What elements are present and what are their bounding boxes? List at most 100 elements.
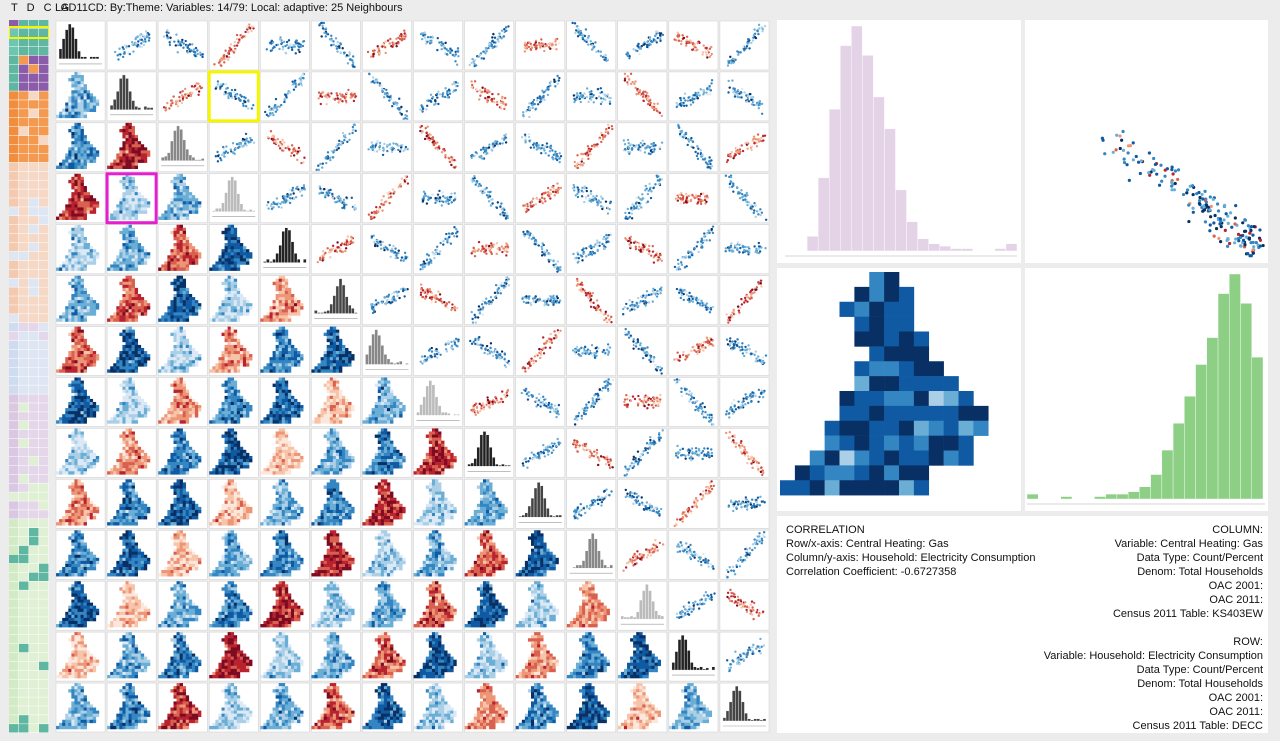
theme-cell (9, 474, 19, 483)
map-region (179, 216, 183, 220)
scatter-point (379, 247, 383, 250)
scatter-point (673, 265, 677, 269)
scatter-point (554, 150, 557, 153)
scatter-point (268, 108, 271, 112)
scatter-point (486, 91, 489, 95)
scatter-point (595, 97, 598, 100)
scatter-point (682, 97, 686, 100)
map-region (113, 213, 117, 217)
theme-cell (19, 465, 29, 475)
scatter-point (598, 241, 601, 244)
map-region (89, 204, 94, 208)
matrix-histogram (106, 71, 157, 122)
scatter-point (339, 42, 342, 45)
theme-cell (29, 421, 39, 430)
scatter-point (502, 207, 505, 210)
scatter-point (393, 190, 396, 194)
theme-cell (9, 207, 19, 216)
theme-cell (9, 73, 19, 82)
map-region (188, 192, 193, 196)
scatter-point (611, 127, 614, 131)
scatter-point (743, 198, 747, 201)
scatter-point (302, 184, 306, 187)
map-region (74, 165, 78, 170)
map-region (122, 195, 126, 199)
theme-strip[interactable] (9, 20, 49, 733)
map-region (80, 252, 84, 256)
scatter-point (324, 28, 328, 31)
map-region (176, 233, 180, 238)
matrix-scatterplot (208, 20, 259, 71)
scatter-point (491, 142, 495, 146)
scatter-point (335, 47, 339, 50)
matrix-cell (208, 71, 259, 122)
map-region (125, 227, 129, 232)
scatter-point (423, 137, 427, 141)
map-region (77, 201, 81, 205)
scatter-point (453, 226, 456, 229)
map-region (74, 207, 78, 211)
map-region (65, 111, 69, 116)
map-region (77, 179, 81, 184)
histogram-bar (119, 78, 123, 111)
map-region (194, 249, 199, 253)
theme-cell (29, 697, 39, 706)
map-region (143, 249, 148, 253)
map-region (95, 252, 100, 256)
map-region (86, 96, 91, 100)
map-region (74, 246, 78, 250)
scatterplot-matrix[interactable] (55, 20, 770, 733)
map-region (62, 162, 66, 166)
theme-cell (39, 429, 49, 439)
scatter-point (724, 174, 728, 177)
map-region (182, 233, 187, 238)
map-region (77, 114, 81, 119)
scatter-point (549, 258, 553, 262)
map-region (83, 213, 87, 217)
map-region (68, 108, 72, 112)
theme-cell (39, 403, 49, 412)
map-region (128, 165, 132, 170)
theme-cell (9, 679, 19, 688)
scatter-point (244, 139, 248, 143)
theme-cell (39, 447, 49, 457)
scatter-point (635, 201, 638, 204)
theme-cell (39, 242, 49, 252)
scatter-point (197, 93, 200, 96)
scatter-point (708, 160, 711, 163)
scatter-point (624, 237, 627, 240)
map-region (170, 204, 174, 208)
theme-cell (19, 519, 29, 528)
scatter-point (696, 157, 700, 161)
scatter-point (324, 35, 328, 38)
map-region (218, 255, 222, 259)
matrix-scatterplot (311, 122, 361, 173)
map-region (179, 236, 183, 241)
theme-cell (39, 189, 49, 198)
map-region (80, 144, 84, 148)
scatter-point (500, 202, 503, 205)
scatter-point (164, 108, 168, 112)
map-region (80, 240, 84, 244)
matrix-histogram (260, 224, 310, 274)
scatter-point (279, 202, 282, 206)
map-region (92, 306, 97, 310)
map-region (122, 230, 126, 235)
scatter-point (730, 61, 733, 65)
theme-cell (9, 572, 19, 581)
scatter-point (740, 96, 743, 99)
scatter-point (758, 99, 762, 103)
map-region (68, 281, 72, 286)
scatter-point (635, 93, 638, 96)
scatter-point (251, 25, 254, 29)
scatter-point (540, 245, 543, 249)
map-region (137, 243, 142, 247)
theme-cell (9, 323, 19, 332)
scatter-point (386, 149, 389, 153)
map-region (74, 258, 78, 262)
map-region (221, 258, 225, 262)
map-region (71, 176, 75, 181)
map-region (161, 264, 165, 268)
theme-cell (39, 634, 49, 644)
scatter-point (289, 154, 293, 158)
